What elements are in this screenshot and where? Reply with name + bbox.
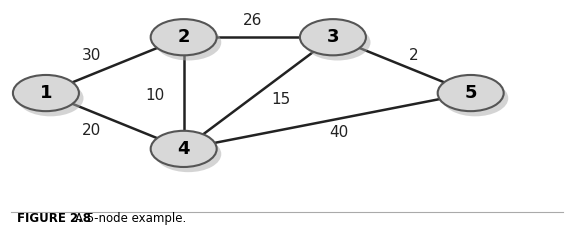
Ellipse shape xyxy=(155,24,222,60)
Ellipse shape xyxy=(304,24,371,60)
Text: 10: 10 xyxy=(145,88,165,103)
Ellipse shape xyxy=(155,136,222,172)
Ellipse shape xyxy=(150,131,217,167)
Text: 2: 2 xyxy=(177,28,190,46)
Ellipse shape xyxy=(300,19,366,55)
Ellipse shape xyxy=(437,75,504,111)
Ellipse shape xyxy=(150,19,217,55)
Text: 5: 5 xyxy=(464,84,477,102)
Text: 15: 15 xyxy=(272,92,291,107)
Ellipse shape xyxy=(13,75,79,111)
Ellipse shape xyxy=(17,80,84,116)
Text: A 5-node example.: A 5-node example. xyxy=(75,212,186,225)
Text: FIGURE 2.8: FIGURE 2.8 xyxy=(17,212,91,225)
Text: 20: 20 xyxy=(82,123,102,138)
Text: 30: 30 xyxy=(82,48,102,63)
Text: 2: 2 xyxy=(409,48,418,63)
Text: 4: 4 xyxy=(177,140,190,158)
Text: 1: 1 xyxy=(40,84,52,102)
Text: 40: 40 xyxy=(329,125,348,140)
Text: 3: 3 xyxy=(327,28,339,46)
Ellipse shape xyxy=(442,80,509,116)
Text: 26: 26 xyxy=(243,13,262,28)
